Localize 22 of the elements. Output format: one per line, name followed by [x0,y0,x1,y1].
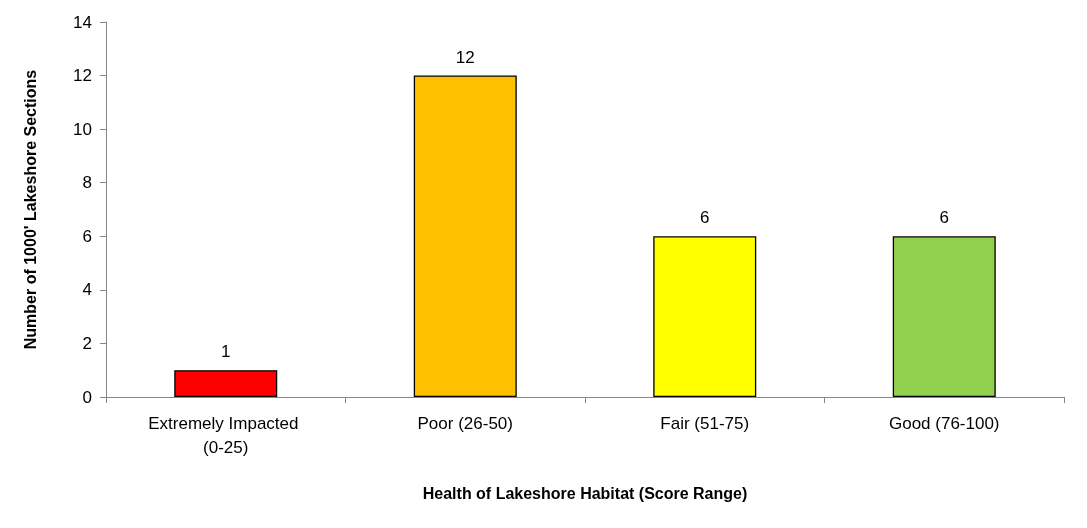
data-label: 12 [455,47,475,67]
y-tick-label: 6 [82,226,92,246]
bar [892,236,996,397]
y-tick-label: 2 [82,333,92,353]
y-tick-label: 8 [82,173,92,193]
data-label: 1 [221,342,231,362]
x-tick-label: Fair (51-75) [660,413,750,433]
x-tick-label: Extremely Impacted (0-25) [148,413,304,457]
data-label: 6 [700,208,710,228]
y-tick-label: 14 [73,12,92,32]
y-tick-label: 12 [73,66,92,86]
bar [653,236,757,397]
x-tick-label: Poor (26-50) [417,413,513,433]
bar [174,370,278,397]
y-tick-label: 4 [82,280,92,300]
data-label: 6 [939,208,949,228]
y-tick-label: 10 [73,119,92,139]
x-tick-label: Good (76-100) [888,413,1000,433]
x-axis-title: Health of Lakeshore Habitat (Score Range) [422,484,748,502]
y-tick-label: 0 [82,387,92,407]
y-axis-title: Number of 1000' Lakeshore Sections [21,69,39,350]
bar [413,75,517,397]
